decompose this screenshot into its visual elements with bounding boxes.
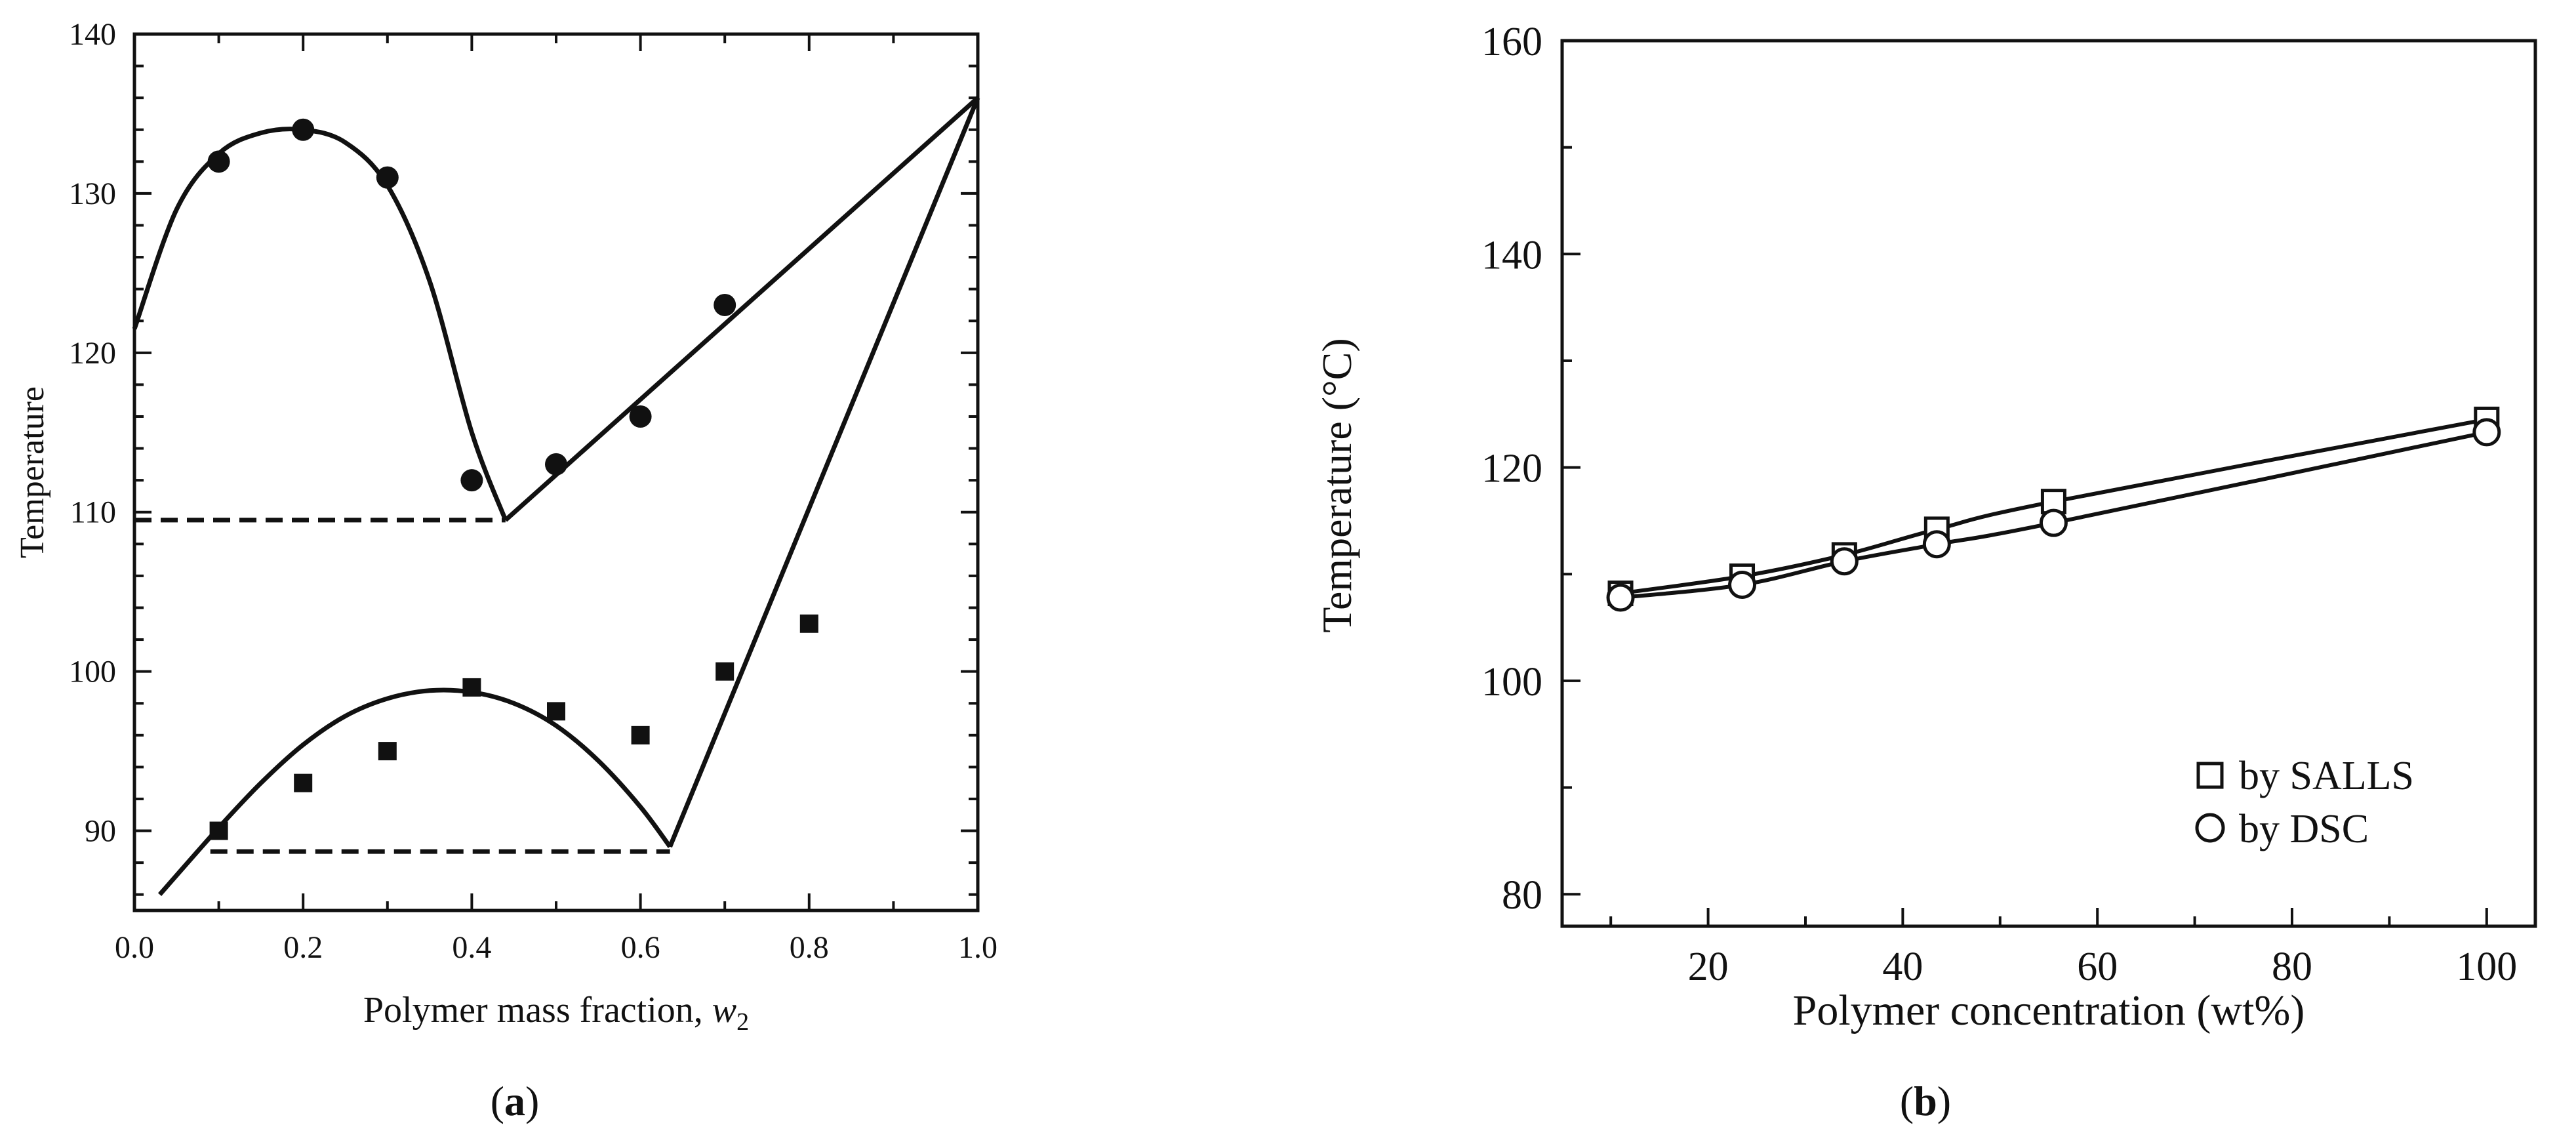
markers-a <box>207 118 818 840</box>
panel-label-a-close: ) <box>525 1078 539 1124</box>
legend-label-salls: by SALLS <box>2239 754 2414 798</box>
point-square <box>294 773 313 792</box>
y-tick-label-a: 130 <box>69 176 116 211</box>
y-tick-label-a: 90 <box>85 814 116 849</box>
y-tick-label-b: 160 <box>1481 20 1542 64</box>
x-tick-label-b: 40 <box>1882 945 1923 989</box>
legend-b: by SALLS by DSC <box>2195 754 2414 851</box>
point-circle <box>376 166 399 189</box>
y-axis-title-a: Temperature <box>14 386 51 558</box>
x-axis-title-a: Polymer mass fraction, w2 <box>363 990 749 1036</box>
x-tick-label-a: 0.4 <box>452 930 491 965</box>
y-tick-label-a: 140 <box>69 17 116 52</box>
x-tick-label-a: 0.0 <box>115 930 154 965</box>
point-circle <box>714 293 736 316</box>
point-square <box>547 702 565 721</box>
legend-marker-salls <box>2196 762 2224 789</box>
point-circle <box>292 118 315 141</box>
point-square <box>378 742 397 761</box>
y-tick-label-b: 140 <box>1481 233 1542 277</box>
y-tick-label-b: 100 <box>1481 660 1542 705</box>
point-open-circle <box>2039 508 2068 537</box>
line-upper-liquidus <box>504 96 980 522</box>
line-lower-curve <box>157 687 672 897</box>
point-open-circle <box>1606 583 1635 612</box>
fit-lines-a <box>132 96 980 897</box>
point-square <box>209 821 228 840</box>
x-tick-label-a: 0.8 <box>790 930 829 965</box>
panel-label-b-open: ( <box>1900 1078 1914 1124</box>
point-square <box>799 614 818 633</box>
tick-marks-b <box>1562 39 2488 926</box>
legend-label-dsc: by DSC <box>2239 807 2369 851</box>
point-open-circle <box>1922 530 1951 559</box>
x-axis-title-a-sub: 2 <box>736 1008 749 1036</box>
panel-label-b-close: ) <box>1937 1078 1951 1124</box>
panel-label-b-letter: b <box>1914 1078 1937 1124</box>
point-square <box>462 678 481 697</box>
x-tick-label-b: 60 <box>2077 945 2118 989</box>
panel-label-a: (a) <box>491 1078 540 1124</box>
plot-frame-b <box>1560 39 2537 928</box>
chart-b: 20 40 60 80 100 80 100 120 140 160 Temperature (°… <box>1314 20 2537 1124</box>
legend-marker-dsc <box>2195 813 2225 843</box>
x-tick-label-b: 80 <box>2272 945 2312 989</box>
y-axis-title-b: Temperature (°C) <box>1314 338 1360 632</box>
point-circle <box>629 405 652 428</box>
x-tick-label-a: 0.6 <box>621 930 660 965</box>
chart-a: 0.0 0.2 0.4 0.6 0.8 1.0 90 100 110 120 130 140 Temp… <box>14 17 997 1124</box>
point-open-circle <box>1830 547 1859 576</box>
x-axis-title-a-text: Polymer mass fraction, <box>363 990 712 1031</box>
y-tick-label-a: 110 <box>70 495 116 530</box>
y-tick-label-b: 120 <box>1481 447 1542 491</box>
point-open-circle <box>2472 418 2501 447</box>
markers-b <box>1606 406 2501 612</box>
x-tick-label-a: 0.2 <box>283 930 323 965</box>
x-axis-title-b: Polymer concentration (wt%) <box>1793 987 2305 1034</box>
x-axis-title-a-var: w <box>712 990 736 1031</box>
point-circle <box>207 150 230 173</box>
y-tick-label-a: 100 <box>69 655 116 689</box>
y-tick-label-b: 80 <box>1502 873 1542 918</box>
x-tick-label-b: 100 <box>2456 945 2517 989</box>
point-square <box>631 725 650 745</box>
point-circle <box>460 469 483 492</box>
tick-labels-b: 20 40 60 80 100 80 100 120 140 160 <box>1481 20 2517 989</box>
point-square <box>715 662 735 681</box>
x-tick-label-b: 20 <box>1688 945 1729 989</box>
panel-label-a-open: ( <box>491 1078 504 1124</box>
tick-labels-a: 0.0 0.2 0.4 0.6 0.8 1.0 90 100 110 120 130 140 <box>69 17 997 965</box>
panel-label-a-letter: a <box>504 1078 525 1124</box>
panel-label-b: (b) <box>1900 1078 1951 1124</box>
y-tick-label-a: 120 <box>69 336 116 371</box>
line-lower-liquidus <box>668 96 980 848</box>
line-upper-curve <box>132 127 508 521</box>
point-open-circle <box>1728 571 1757 600</box>
x-tick-label-a: 1.0 <box>958 930 997 965</box>
point-circle <box>545 453 567 476</box>
